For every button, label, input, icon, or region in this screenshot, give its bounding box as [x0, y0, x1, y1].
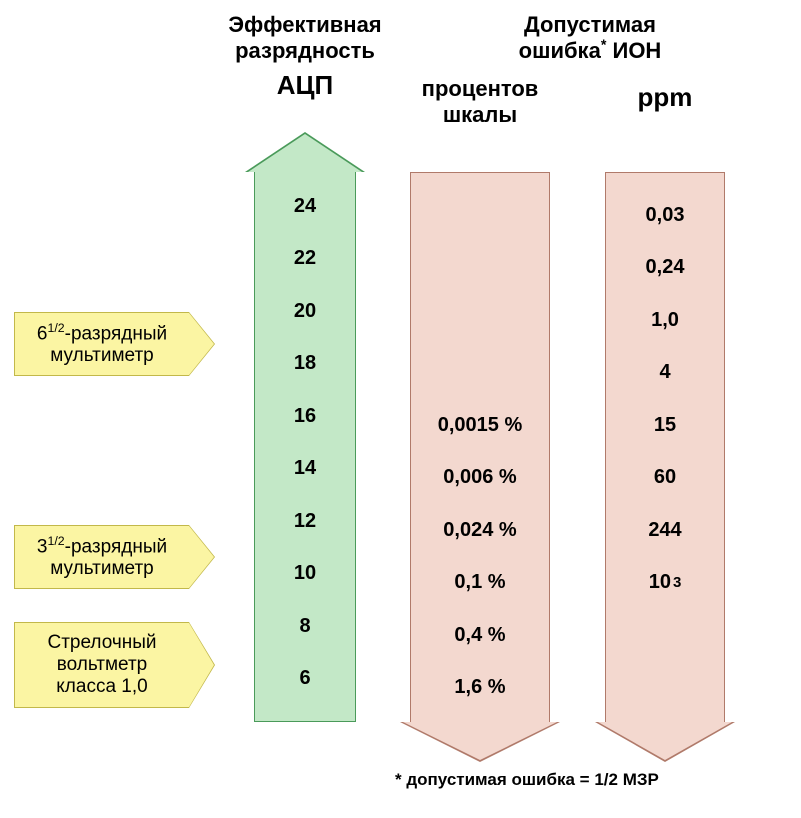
percent-column: 0,0015 % 0,006 % 0,024 % 0,1 % 0,4 % 1,6…	[400, 172, 560, 762]
header-error: Допустимая ошибка* ИОН	[430, 12, 750, 64]
adc-bit-value: 18	[255, 338, 355, 391]
label-analog-voltmeter: Стрелочный вольтметр класса 1,0	[14, 622, 215, 708]
percent-value: 0,024 %	[411, 504, 549, 557]
ppm-body: 0,03 0,24 1,0 4 15 60 244 103	[605, 172, 725, 722]
adc-bit-value: 12	[255, 495, 355, 548]
ppm-value: 60	[606, 452, 724, 505]
ppm-column: 0,03 0,24 1,0 4 15 60 244 103	[595, 172, 735, 762]
header-adc-line2: разрядность	[235, 38, 375, 63]
label-text: 31/2-разрядный мультиметр	[37, 534, 167, 580]
ppm-value: 0,24	[606, 242, 724, 295]
percent-value: 0,1 %	[411, 557, 549, 610]
header-adc-line1: Эффективная	[228, 12, 381, 37]
subheader-percent: процентов шкалы	[405, 76, 555, 128]
percent-value	[411, 294, 549, 347]
percent-value	[411, 242, 549, 295]
ppm-value: 244	[606, 504, 724, 557]
ppm-value: 0,03	[606, 189, 724, 242]
ppm-value	[606, 662, 724, 715]
label-text: 61/2-разрядный мультиметр	[37, 321, 167, 367]
adc-bits-body: 24 22 20 18 16 14 12 10 8 6	[254, 172, 356, 722]
percent-body: 0,0015 % 0,006 % 0,024 % 0,1 % 0,4 % 1,6…	[410, 172, 550, 722]
header-error-line2: ошибка* ИОН	[519, 38, 662, 63]
adc-bit-value: 24	[255, 180, 355, 233]
percent-value: 0,006 %	[411, 452, 549, 505]
subheader-ppm: ppm	[600, 82, 730, 113]
ppm-value-exp: 103	[606, 557, 724, 610]
arrow-down-icon: 0,03 0,24 1,0 4 15 60 244 103	[595, 172, 735, 762]
arrow-up-icon: 24 22 20 18 16 14 12 10 8 6	[245, 132, 365, 722]
ppm-value	[606, 609, 724, 662]
percent-value: 1,6 %	[411, 662, 549, 715]
adc-bits-column: 24 22 20 18 16 14 12 10 8 6	[245, 132, 365, 722]
adc-bit-value: 6	[255, 653, 355, 706]
label-text: Стрелочный вольтметр класса 1,0	[47, 632, 156, 698]
label-3-5-digit: 31/2-разрядный мультиметр	[14, 525, 215, 589]
adc-bit-value: 16	[255, 390, 355, 443]
header-error-line1: Допустимая	[524, 12, 656, 37]
adc-bit-value: 8	[255, 600, 355, 653]
percent-value: 0,4 %	[411, 609, 549, 662]
ppm-value: 15	[606, 399, 724, 452]
diagram-root: Эффективная разрядность АЦП Допустимая о…	[0, 0, 801, 818]
ppm-value: 4	[606, 347, 724, 400]
adc-bit-value: 20	[255, 285, 355, 338]
header-adc: Эффективная разрядность АЦП	[215, 12, 395, 101]
adc-bit-value: 22	[255, 233, 355, 286]
arrow-down-icon: 0,0015 % 0,006 % 0,024 % 0,1 % 0,4 % 1,6…	[400, 172, 560, 762]
percent-value	[411, 347, 549, 400]
percent-value: 0,0015 %	[411, 399, 549, 452]
percent-value	[411, 189, 549, 242]
adc-bit-value: 10	[255, 548, 355, 601]
adc-bit-value: 14	[255, 443, 355, 496]
ppm-value: 1,0	[606, 294, 724, 347]
header-adc-line3: АЦП	[277, 70, 333, 101]
label-6-5-digit: 61/2-разрядный мультиметр	[14, 312, 215, 376]
footnote: * допустимая ошибка = 1/2 МЗР	[395, 770, 659, 790]
